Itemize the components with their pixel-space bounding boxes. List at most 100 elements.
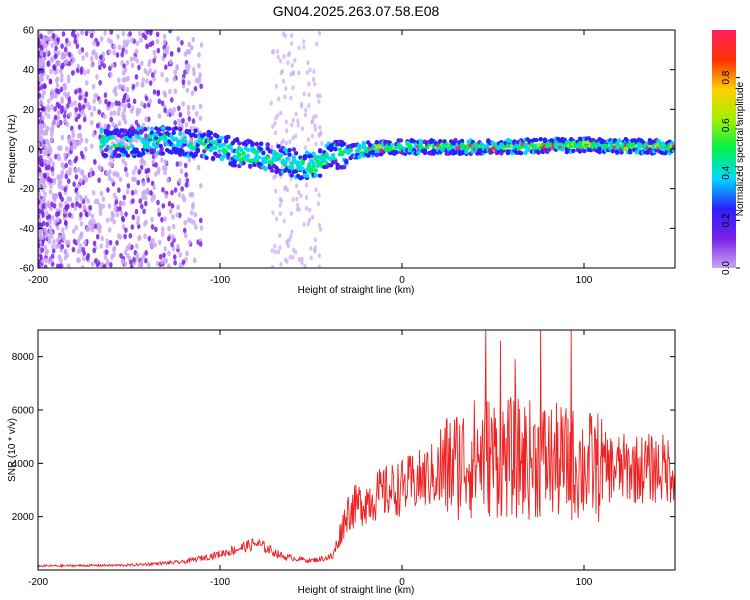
spectrogram-cell [40, 115, 45, 121]
spectrogram-ridge-cell [289, 163, 294, 169]
spectrogram-cell [66, 74, 71, 81]
spectrogram-cell [148, 67, 153, 74]
colorbar-label: Normalized spectral amplitude [735, 81, 746, 216]
spectrogram-ridge-cell [232, 163, 238, 168]
spectrogram-cell [303, 263, 307, 268]
spectrogram-ridge-cell [206, 138, 211, 144]
spectrogram-cell [175, 161, 180, 167]
spectrogram-cell [283, 94, 287, 100]
spectrogram-ridge-cell [289, 173, 294, 178]
spectrogram-cell [198, 103, 203, 110]
spectrogram-ridge-cell [119, 141, 124, 147]
spectrogram-cell [131, 198, 135, 204]
spectrogram-cell [61, 232, 66, 238]
spectrogram-cell [135, 58, 140, 64]
spectrogram-cell [280, 68, 285, 74]
spectrogram-cell [92, 240, 97, 247]
spectrogram-ridge-cell [671, 145, 675, 150]
spectrogram-cell [140, 60, 144, 67]
spectrogram-cell [144, 133, 148, 139]
colorbar-tick-label: 0.0 [721, 261, 732, 275]
spectrogram-cell [175, 64, 179, 70]
colorbar-tick-label: 0.4 [721, 165, 732, 179]
spectrogram-cell [54, 45, 58, 52]
spectrogram-cell [70, 31, 75, 37]
spectrogram-cell [317, 99, 321, 104]
spectrogram-cell [291, 254, 295, 260]
spectrogram-cell [302, 39, 306, 44]
spectrogram-cell [167, 250, 171, 257]
spectrogram-cell [145, 43, 149, 50]
spectrogram-cell [155, 260, 160, 267]
spectrogram-cell [313, 127, 317, 132]
spectrogram-cell [288, 254, 292, 260]
spectrogram-cell [64, 239, 69, 246]
spectrogram-cell [181, 79, 186, 85]
spectrogram-cell [63, 186, 68, 192]
spectrogram-cell [51, 33, 56, 39]
spectrogram-cell [181, 117, 185, 124]
spectrogram-cell [49, 177, 53, 184]
spectrogram-cell [91, 170, 95, 177]
spectrogram-cell [112, 44, 117, 50]
spectrogram-cell [109, 261, 113, 268]
spectrogram-cell [38, 118, 41, 125]
spectrogram-cell [164, 193, 169, 199]
spectrogram-cell [86, 198, 90, 204]
spectrogram-cell [276, 249, 281, 255]
spectrogram-cell [168, 59, 173, 65]
spectrogram-cell [53, 39, 57, 46]
spectrogram-cell [163, 245, 168, 252]
spectrogram-cell [279, 198, 284, 204]
spectrogram-cell [60, 196, 64, 203]
spectrogram-ridge-cell [226, 134, 231, 140]
spectrogram-ridge-cell [293, 150, 299, 156]
spectrogram-ridge-cell [223, 139, 229, 144]
spectrogram-cell [167, 263, 171, 268]
spectrogram-ridge-cell [636, 143, 642, 149]
spectrogram-cell [150, 224, 155, 230]
spectrogram-cell [125, 171, 129, 178]
spectrogram-ridge-cell [110, 135, 115, 140]
spectrogram-cell [122, 200, 126, 207]
spectrogram-cell [109, 161, 114, 168]
spectrogram-cell [146, 262, 151, 268]
spectrogram-cell [95, 74, 99, 80]
spectrogram-cell [295, 206, 300, 212]
spectrogram-cell [289, 95, 293, 101]
spectrogram-cell [171, 214, 175, 220]
spectrogram-cell [196, 164, 201, 171]
y-tick-label: 4000 [12, 459, 35, 470]
spectrogram-cell [187, 116, 192, 122]
spectrogram-cell [52, 239, 56, 245]
spectrogram-ridge-cell [140, 151, 146, 156]
spectrogram-cell [167, 225, 171, 232]
spectrogram-cell [64, 162, 68, 169]
spectrogram-cell [171, 245, 176, 252]
spectrogram-cell [101, 51, 106, 57]
spectrogram-cell [54, 53, 58, 60]
spectrogram-cell [135, 110, 140, 117]
spectrogram-ridge-cell [623, 146, 629, 152]
spectrogram-cell [139, 259, 144, 266]
spectrogram-cell [87, 30, 92, 34]
spectrogram-cell [143, 34, 148, 41]
spectrogram-cell [194, 77, 199, 84]
spectrogram-ridge-cell [453, 138, 458, 143]
spectrogram-ridge-cell [542, 137, 548, 142]
spectrogram-cell [144, 168, 149, 174]
spectrogram-cell [306, 60, 310, 66]
spectrogram-cell [92, 98, 96, 104]
spectrogram-cell [143, 221, 147, 227]
spectrogram-cell [100, 235, 105, 242]
spectrogram-ridge-cell [261, 150, 266, 156]
spectrogram-cell [107, 226, 112, 233]
spectrogram-cell [163, 92, 168, 98]
spectrogram-cell [102, 264, 107, 268]
spectrogram-cell [160, 226, 165, 233]
spectrogram-ridge-cell [499, 142, 504, 148]
spectrogram-cell [137, 64, 141, 71]
spectrogram-cell [41, 212, 45, 219]
spectrogram-ridge-cell [331, 152, 336, 158]
